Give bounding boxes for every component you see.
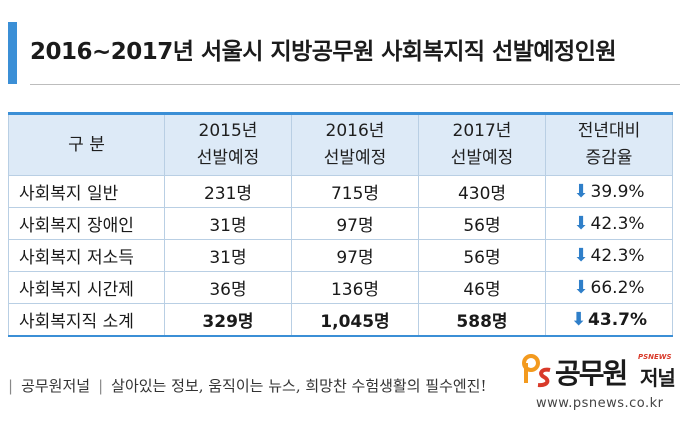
cell-change: ⬇ 42.3% bbox=[545, 207, 673, 240]
header-2016: 2016년 선발예정 bbox=[291, 113, 419, 176]
header-category: 구 분 bbox=[8, 113, 165, 176]
logo-main-text: 공무원 bbox=[555, 357, 628, 390]
footer-slogan: | 공무원저널 | 살아있는 정보, 움직이는 뉴스, 희망찬 수험생활의 필수엔진! bbox=[0, 375, 487, 396]
table-header-row: 구 분 2015년 선발예정 2016년 선발예정 2017년 선발예정 전년대비 증감… bbox=[8, 113, 673, 176]
cell-2017: 56명 bbox=[418, 207, 546, 240]
row-label: 사회복지 일반 bbox=[8, 175, 165, 208]
total-2017: 588명 bbox=[418, 303, 546, 337]
cell-2016: 97명 bbox=[291, 239, 419, 272]
cell-2015: 31명 bbox=[164, 207, 292, 240]
cell-2016: 97명 bbox=[291, 207, 419, 240]
header-change: 전년대비 증감율 bbox=[545, 113, 673, 176]
down-arrow-icon: ⬇ bbox=[573, 277, 589, 298]
footer-slogan-text: 살아있는 정보, 움직이는 뉴스, 희망찬 수험생활의 필수엔진! bbox=[111, 377, 487, 395]
cell-2016: 715명 bbox=[291, 175, 419, 208]
cell-change: ⬇ 66.2% bbox=[545, 271, 673, 304]
cell-2016: 136명 bbox=[291, 271, 419, 304]
header-2015: 2015년 선발예정 bbox=[164, 113, 292, 176]
logo-tag-text: PSNEWS bbox=[638, 353, 672, 361]
cell-change: ⬇ 39.9% bbox=[545, 175, 673, 208]
cell-2015: 231명 bbox=[164, 175, 292, 208]
cell-2015: 31명 bbox=[164, 239, 292, 272]
cell-2017: 46명 bbox=[418, 271, 546, 304]
ps-logo-icon bbox=[522, 354, 551, 388]
table-row: 사회복지 시간제 36명 136명 46명 ⬇ 66.2% bbox=[8, 271, 673, 304]
page-title: 2016~2017년 서울시 지방공무원 사회복지직 선발예정인원 bbox=[30, 39, 617, 65]
table-row: 사회복지 일반 231명 715명 430명 ⬇ 39.9% bbox=[8, 175, 673, 208]
row-label: 사회복지 저소득 bbox=[8, 239, 165, 272]
cell-2015: 36명 bbox=[164, 271, 292, 304]
down-arrow-icon: ⬇ bbox=[573, 245, 589, 266]
cell-2017: 430명 bbox=[418, 175, 546, 208]
cell-change: ⬇ 42.3% bbox=[545, 239, 673, 272]
total-2015: 329명 bbox=[164, 303, 292, 337]
table-row: 사회복지 저소득 31명 97명 56명 ⬇ 42.3% bbox=[8, 239, 673, 272]
table-row: 사회복지 장애인 31명 97명 56명 ⬇ 42.3% bbox=[8, 207, 673, 240]
site-url: www.psnews.co.kr bbox=[536, 396, 664, 411]
down-arrow-icon: ⬇ bbox=[573, 181, 589, 202]
total-label: 사회복지직 소계 bbox=[8, 303, 165, 337]
footer-brand: 공무원저널 bbox=[21, 377, 91, 395]
recruitment-table: 구 분 2015년 선발예정 2016년 선발예정 2017년 선발예정 전년대비 증감… bbox=[8, 112, 673, 337]
title-accent-bar bbox=[8, 22, 17, 84]
row-label: 사회복지 장애인 bbox=[8, 207, 165, 240]
footer-separator: | bbox=[98, 377, 104, 395]
down-arrow-icon: ⬇ bbox=[573, 213, 589, 234]
title-divider bbox=[30, 84, 680, 85]
total-change: ⬇ 43.7% bbox=[545, 303, 673, 337]
header-2017: 2017년 선발예정 bbox=[418, 113, 546, 176]
logo-small-text: 저널 bbox=[640, 366, 676, 390]
row-label: 사회복지 시간제 bbox=[8, 271, 165, 304]
psnews-logo: 공무원 PSNEWS 저널 bbox=[522, 352, 676, 392]
cell-2017: 56명 bbox=[418, 239, 546, 272]
down-arrow-icon: ⬇ bbox=[570, 309, 587, 330]
title-bar: 2016~2017년 서울시 지방공무원 사회복지직 선발예정인원 bbox=[0, 22, 680, 86]
table-total-row: 사회복지직 소계 329명 1,045명 588명 ⬇ 43.7% bbox=[8, 303, 673, 337]
total-2016: 1,045명 bbox=[291, 303, 419, 337]
footer-separator: | bbox=[8, 377, 14, 395]
